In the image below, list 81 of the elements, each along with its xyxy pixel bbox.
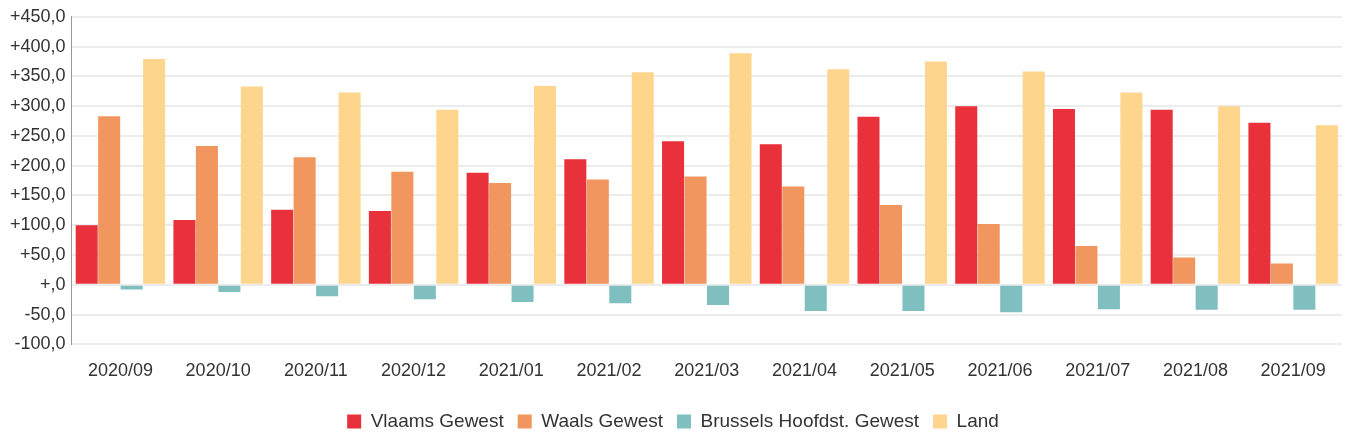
bar — [120, 285, 143, 290]
bar — [534, 85, 557, 284]
bar — [1000, 285, 1023, 313]
bar — [902, 285, 925, 312]
x-tick-label: 2021/02 — [576, 360, 642, 381]
bar — [662, 141, 685, 284]
bar — [489, 182, 512, 284]
bar — [143, 59, 166, 284]
bar — [466, 172, 489, 284]
bar — [511, 285, 534, 303]
bar — [1293, 285, 1316, 310]
legend-label: Vlaams Gewest — [370, 409, 505, 431]
x-tick-label: 2020/10 — [185, 360, 251, 381]
bar — [75, 225, 98, 284]
bar — [368, 210, 391, 284]
y-tick-label: +250,0 — [9, 124, 66, 145]
y-tick-label: -100,0 — [14, 333, 66, 354]
bar — [1270, 263, 1293, 284]
y-tick-label: +100,0 — [9, 214, 66, 235]
bar — [391, 171, 414, 284]
bar — [729, 53, 752, 284]
legend-label: Land — [956, 409, 999, 431]
y-tick-label: +50,0 — [20, 244, 66, 265]
bar — [1218, 106, 1241, 284]
x-tick-label: 2020/09 — [87, 360, 153, 381]
bar — [338, 92, 361, 284]
x-tick-label: 2020/12 — [381, 360, 447, 381]
x-tick-label: 2021/01 — [478, 360, 544, 381]
bar — [316, 285, 339, 297]
bar — [586, 179, 609, 284]
bar — [804, 285, 827, 312]
bar — [759, 144, 782, 284]
y-tick-label: +300,0 — [9, 95, 66, 116]
bar — [436, 109, 459, 284]
x-tick-label: 2021/07 — [1065, 360, 1131, 381]
bar — [1173, 257, 1196, 284]
bar — [707, 285, 730, 306]
bar — [98, 116, 121, 284]
bar — [924, 61, 947, 284]
bar — [609, 285, 632, 304]
bar — [1022, 71, 1045, 284]
x-tick-label: 2021/09 — [1260, 360, 1326, 381]
y-tick-label: +200,0 — [9, 154, 66, 175]
bar — [240, 86, 263, 284]
bar — [173, 219, 196, 284]
x-tick-label: 2021/05 — [869, 360, 935, 381]
x-tick-label: 2021/04 — [771, 360, 838, 381]
y-tick-label: +350,0 — [9, 65, 66, 86]
y-tick-label: +,0 — [40, 273, 66, 294]
legend-label: Brussels Hoofdst. Gewest — [700, 409, 920, 431]
bar — [195, 146, 218, 284]
x-tick-label: 2021/06 — [967, 360, 1033, 381]
bar — [1097, 285, 1120, 310]
bar — [827, 69, 850, 284]
bar — [1248, 122, 1271, 284]
y-tick-label: +150,0 — [9, 184, 66, 205]
bar — [977, 224, 1000, 284]
x-tick-label: 2020/11 — [284, 360, 348, 381]
y-tick-label: +450,0 — [9, 5, 66, 26]
bar — [857, 116, 880, 284]
bar — [218, 285, 241, 292]
y-tick-label: +400,0 — [9, 35, 66, 56]
bar — [1120, 92, 1143, 284]
bar — [1150, 109, 1173, 284]
y-tick-label: -50,0 — [24, 303, 66, 324]
bar — [1195, 285, 1218, 310]
bar — [879, 205, 903, 284]
bar — [955, 106, 978, 284]
bar — [293, 157, 316, 284]
bar — [271, 209, 294, 284]
x-tick-label: 2021/08 — [1162, 360, 1228, 381]
bar — [1052, 109, 1075, 284]
bar — [684, 176, 707, 284]
x-tick-label: 2021/03 — [674, 360, 740, 381]
bar — [782, 186, 805, 284]
bar — [564, 159, 587, 284]
bar — [1075, 246, 1098, 284]
legend-label: Waals Gewest — [541, 409, 664, 431]
bar — [413, 285, 436, 300]
bar — [631, 72, 654, 284]
bar — [1315, 125, 1338, 284]
